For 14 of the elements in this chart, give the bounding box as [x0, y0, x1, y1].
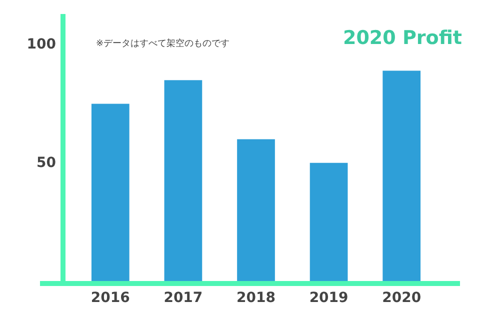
text: 2020 Profit	[342, 27, 462, 49]
bar	[382, 70, 421, 281]
x-tick-label: 2016	[90, 290, 130, 306]
annotation: ※データはすべて架空のものです	[96, 38, 230, 49]
x-tick-label: 2019	[309, 290, 348, 306]
y-tick-label: 50	[36, 154, 56, 171]
y-tick-label: 100	[26, 36, 56, 53]
x-tick-label: 2020	[382, 290, 422, 306]
x-tick-label: 2017	[164, 290, 203, 306]
bar	[237, 139, 275, 281]
bar	[91, 104, 130, 281]
bar	[310, 162, 348, 281]
bar	[164, 80, 202, 281]
x-tick-label: 2018	[236, 290, 276, 306]
